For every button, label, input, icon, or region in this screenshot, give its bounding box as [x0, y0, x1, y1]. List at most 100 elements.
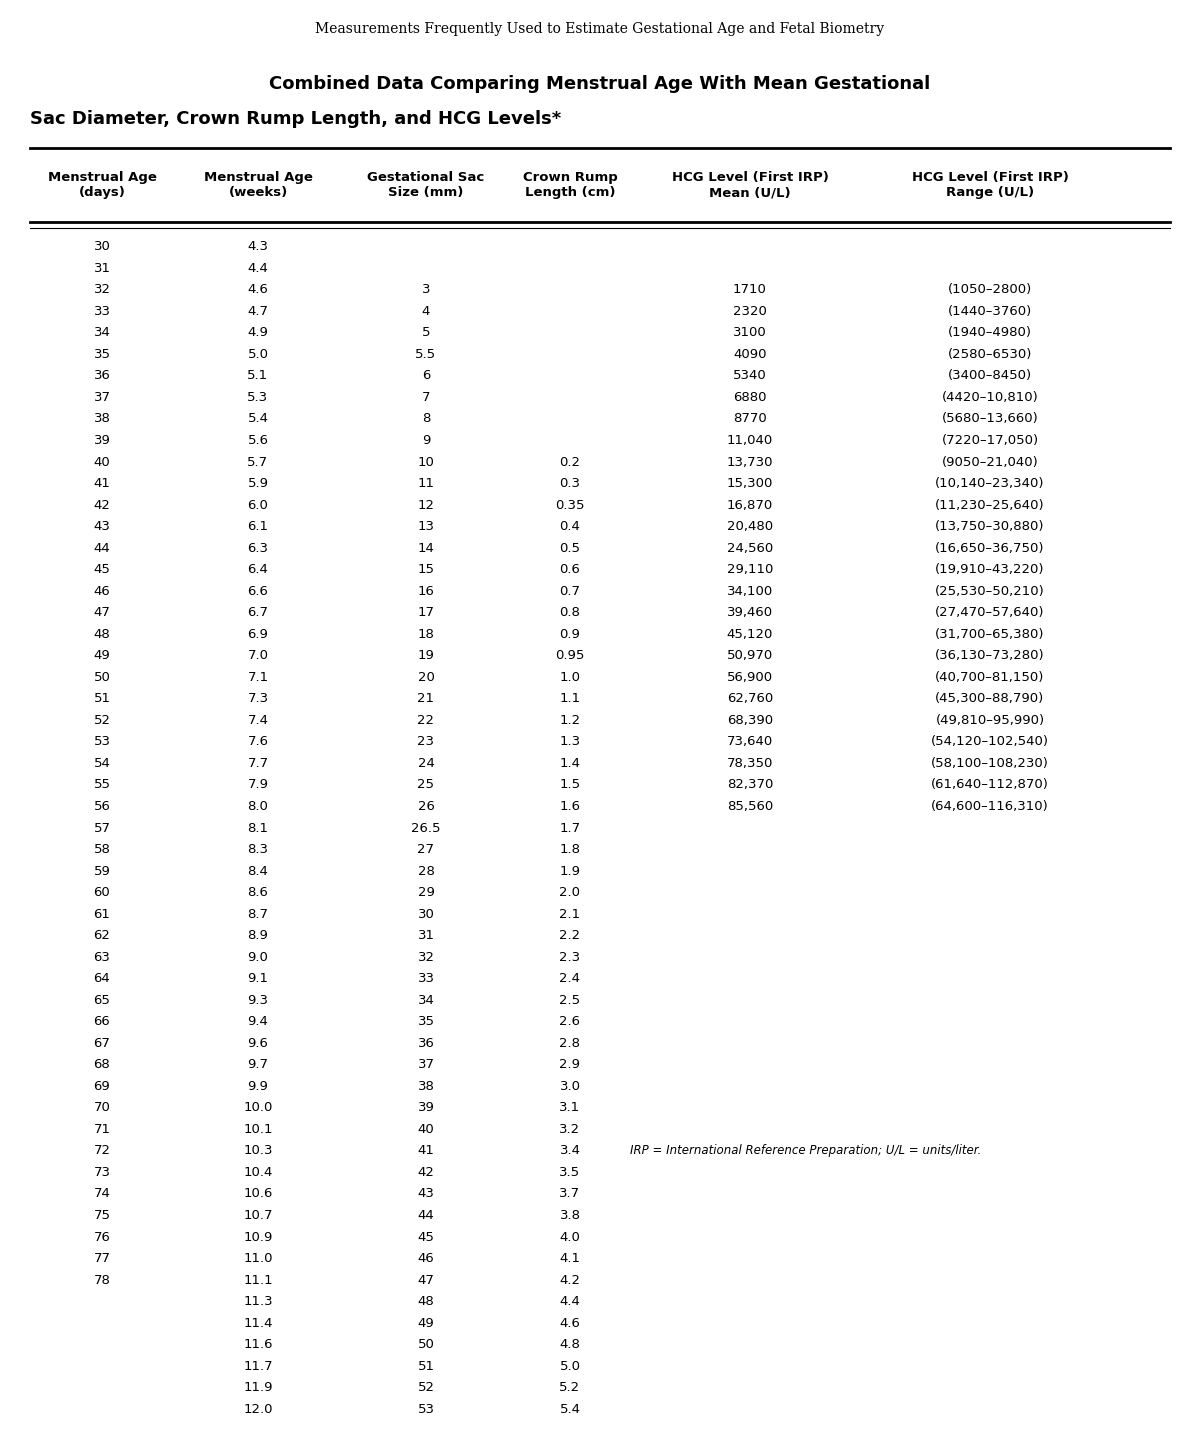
- Text: (1050–2800): (1050–2800): [948, 284, 1032, 296]
- Text: 1.5: 1.5: [559, 779, 581, 792]
- Text: 24: 24: [418, 758, 434, 770]
- Text: 10: 10: [418, 455, 434, 468]
- Text: 66: 66: [94, 1015, 110, 1028]
- Text: 5.7: 5.7: [247, 455, 269, 468]
- Text: 1.9: 1.9: [559, 865, 581, 878]
- Text: (9050–21,040): (9050–21,040): [942, 455, 1038, 468]
- Text: 75: 75: [94, 1209, 110, 1221]
- Text: 11: 11: [418, 477, 434, 490]
- Text: (7220–17,050): (7220–17,050): [942, 434, 1038, 447]
- Text: 11.3: 11.3: [244, 1295, 272, 1307]
- Text: 32: 32: [94, 284, 110, 296]
- Text: 48: 48: [94, 627, 110, 640]
- Text: 3100: 3100: [733, 326, 767, 339]
- Text: 53: 53: [418, 1403, 434, 1416]
- Text: 6.3: 6.3: [247, 541, 269, 554]
- Text: 64: 64: [94, 972, 110, 985]
- Text: 46: 46: [418, 1252, 434, 1264]
- Text: 1.6: 1.6: [559, 800, 581, 813]
- Text: 67: 67: [94, 1037, 110, 1050]
- Text: Crown Rump
Length (cm): Crown Rump Length (cm): [523, 170, 617, 199]
- Text: 28: 28: [418, 865, 434, 878]
- Text: (13,750–30,880): (13,750–30,880): [935, 520, 1045, 533]
- Text: (54,120–102,540): (54,120–102,540): [931, 736, 1049, 749]
- Text: 5.9: 5.9: [247, 477, 269, 490]
- Text: (36,130–73,280): (36,130–73,280): [935, 649, 1045, 662]
- Text: 5340: 5340: [733, 369, 767, 382]
- Text: 76: 76: [94, 1230, 110, 1243]
- Text: 85,560: 85,560: [727, 800, 773, 813]
- Text: 68: 68: [94, 1058, 110, 1071]
- Text: 22: 22: [418, 715, 434, 727]
- Text: 11.1: 11.1: [244, 1273, 272, 1286]
- Text: 43: 43: [418, 1187, 434, 1200]
- Text: (4420–10,810): (4420–10,810): [942, 391, 1038, 404]
- Text: 9.0: 9.0: [247, 951, 269, 964]
- Text: 58: 58: [94, 843, 110, 856]
- Text: 11.7: 11.7: [244, 1359, 272, 1373]
- Text: 39,460: 39,460: [727, 606, 773, 619]
- Text: 11.0: 11.0: [244, 1252, 272, 1264]
- Text: 3.7: 3.7: [559, 1187, 581, 1200]
- Text: 13: 13: [418, 520, 434, 533]
- Text: 2.2: 2.2: [559, 929, 581, 942]
- Text: 6880: 6880: [733, 391, 767, 404]
- Text: 5.4: 5.4: [559, 1403, 581, 1416]
- Text: 48: 48: [418, 1295, 434, 1307]
- Text: HCG Level (First IRP)
Range (U/L): HCG Level (First IRP) Range (U/L): [912, 170, 1068, 199]
- Text: 6.6: 6.6: [247, 584, 269, 597]
- Text: 7.9: 7.9: [247, 779, 269, 792]
- Text: 29: 29: [418, 886, 434, 899]
- Text: 34,100: 34,100: [727, 584, 773, 597]
- Text: 35: 35: [94, 348, 110, 361]
- Text: 1.7: 1.7: [559, 822, 581, 835]
- Text: (10,140–23,340): (10,140–23,340): [935, 477, 1045, 490]
- Text: 6.1: 6.1: [247, 520, 269, 533]
- Text: 4.6: 4.6: [247, 284, 269, 296]
- Text: 7.6: 7.6: [247, 736, 269, 749]
- Text: 26: 26: [418, 800, 434, 813]
- Text: 9.6: 9.6: [247, 1037, 269, 1050]
- Text: 7.3: 7.3: [247, 692, 269, 706]
- Text: 12: 12: [418, 498, 434, 511]
- Text: 62,760: 62,760: [727, 692, 773, 706]
- Text: 8.1: 8.1: [247, 822, 269, 835]
- Text: 60: 60: [94, 886, 110, 899]
- Text: 10.0: 10.0: [244, 1101, 272, 1114]
- Text: 52: 52: [418, 1382, 434, 1395]
- Text: 5.0: 5.0: [247, 348, 269, 361]
- Text: 4.6: 4.6: [559, 1316, 581, 1330]
- Text: 0.5: 0.5: [559, 541, 581, 554]
- Text: 39: 39: [418, 1101, 434, 1114]
- Text: 2.4: 2.4: [559, 972, 581, 985]
- Text: 19: 19: [418, 649, 434, 662]
- Text: 70: 70: [94, 1101, 110, 1114]
- Text: 49: 49: [418, 1316, 434, 1330]
- Text: 3.4: 3.4: [559, 1144, 581, 1157]
- Text: 50: 50: [418, 1337, 434, 1352]
- Text: 11.4: 11.4: [244, 1316, 272, 1330]
- Text: 10.7: 10.7: [244, 1209, 272, 1221]
- Text: (45,300–88,790): (45,300–88,790): [935, 692, 1045, 706]
- Text: 68,390: 68,390: [727, 715, 773, 727]
- Text: (16,650–36,750): (16,650–36,750): [935, 541, 1045, 554]
- Text: 0.2: 0.2: [559, 455, 581, 468]
- Text: 13,730: 13,730: [727, 455, 773, 468]
- Text: IRP = International Reference Preparation; U/L = units/liter.: IRP = International Reference Preparatio…: [630, 1144, 982, 1157]
- Text: 7.7: 7.7: [247, 758, 269, 770]
- Text: 51: 51: [418, 1359, 434, 1373]
- Text: Menstrual Age
(weeks): Menstrual Age (weeks): [204, 170, 312, 199]
- Text: Measurements Frequently Used to Estimate Gestational Age and Fetal Biometry: Measurements Frequently Used to Estimate…: [316, 21, 884, 36]
- Text: (1940–4980): (1940–4980): [948, 326, 1032, 339]
- Text: 0.7: 0.7: [559, 584, 581, 597]
- Text: 17: 17: [418, 606, 434, 619]
- Text: 40: 40: [418, 1123, 434, 1136]
- Text: 9.7: 9.7: [247, 1058, 269, 1071]
- Text: 38: 38: [94, 412, 110, 425]
- Text: 55: 55: [94, 779, 110, 792]
- Text: 5.5: 5.5: [415, 348, 437, 361]
- Text: 6.0: 6.0: [247, 498, 269, 511]
- Text: 8: 8: [422, 412, 430, 425]
- Text: (5680–13,660): (5680–13,660): [942, 412, 1038, 425]
- Text: 0.4: 0.4: [559, 520, 581, 533]
